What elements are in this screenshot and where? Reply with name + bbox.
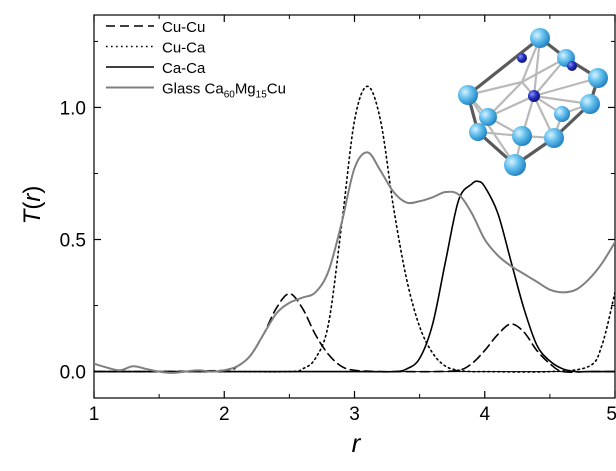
legend-label-ca-ca: Ca-Ca [162, 60, 206, 77]
y-tick-label: 0.0 [60, 363, 86, 384]
series-layer [94, 85, 615, 374]
cluster-structure-illustration [458, 28, 608, 176]
legend: Cu-Cu Cu-Ca Ca-Ca Glass Ca60Mg15Cu [106, 19, 286, 101]
y-axis-label: T(r) [19, 186, 46, 225]
x-tick-label: 4 [479, 404, 490, 425]
legend-label-cu-cu: Cu-Cu [162, 19, 205, 36]
series-line-ca-ca [94, 180, 615, 373]
legend-label-glass-ca60mg15cu: Glass Ca60Mg15Cu [162, 81, 286, 101]
series-line-glass-ca60mg15cu [94, 151, 615, 374]
series-line-cu-cu [94, 292, 615, 373]
x-tick-label: 5 [606, 404, 616, 425]
series-line-cu-ca [94, 85, 615, 373]
y-tick-label: 1.0 [60, 98, 86, 119]
x-tick-label: 3 [349, 404, 360, 425]
legend-label-cu-ca: Cu-Ca [162, 40, 206, 57]
x-axis-label: r [352, 428, 362, 458]
x-axis-ticks: 1 2 3 4 5 [89, 15, 616, 425]
x-tick-label: 2 [219, 404, 230, 425]
x-tick-label: 1 [89, 404, 100, 425]
y-tick-label: 0.5 [60, 231, 86, 252]
